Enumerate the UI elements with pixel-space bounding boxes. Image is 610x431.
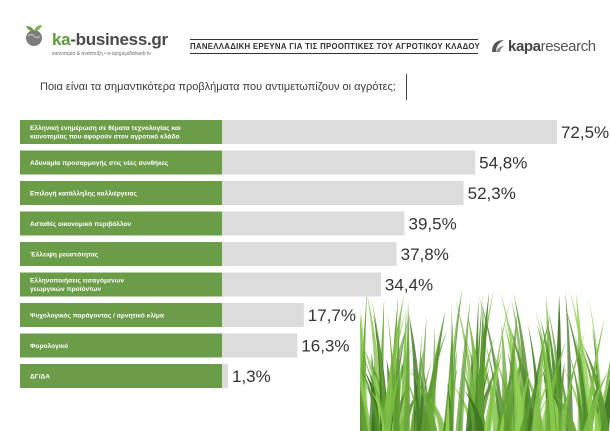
grass-blade (420, 388, 447, 431)
survey-title: ΠΑΝΕΛΛΑΔΙΚΗ ΕΡΕΥΝΑ ΓΙΑ ΤΙΣ ΠΡΟΟΠΤΙΚΕΣ ΤΟ… (190, 39, 480, 54)
logo-rest: -business.gr (70, 30, 168, 49)
grass-blade (383, 369, 401, 431)
grass-blade (412, 365, 421, 431)
category-label: Ασταθές οικονομικό περιβάλλον (30, 220, 132, 228)
grass-blade (449, 303, 454, 431)
grass-blade (569, 354, 585, 431)
grass-blade (360, 389, 368, 431)
grass-blade (486, 295, 512, 431)
value-label: 1,3% (232, 367, 271, 386)
logo-tagline: καινοτομία & ανάπτυξη • e-ορημερίδα/web … (52, 51, 151, 57)
grass-blade (360, 366, 370, 431)
grass-blade (512, 364, 518, 431)
category-label: Φορολογικό (30, 342, 68, 350)
bar-row: Αδυναμία προσαρμογής στις νέες συνθήκες 5… (20, 150, 527, 175)
bar-category-box (20, 181, 222, 205)
grass-blade (581, 342, 610, 431)
value-label: 39,5% (408, 215, 456, 234)
grass-blade (539, 339, 567, 431)
grass-blade (399, 307, 407, 431)
bar-category-box (20, 272, 222, 297)
value-label: 37,8% (401, 245, 449, 264)
question-text: Ποια είναι τα σημαντικότερα προβλήματα π… (40, 81, 396, 93)
grass-blade (363, 379, 381, 431)
logo-wordmark: ka-business.gr (52, 30, 168, 50)
category-label: Έλλειψη ρευστότητας (30, 250, 99, 258)
bar-row: Φορολογικό 16,3% (20, 333, 350, 358)
grass-blade (473, 293, 483, 431)
category-label: Ελληνική ενημέρωση σε θέματα τεχνολογίας… (30, 124, 181, 132)
value-label: 17,7% (308, 306, 356, 325)
category-label: Ελληνοποιήσεις εισαγόμενων (30, 277, 124, 285)
grass-blade (381, 294, 405, 431)
bar-row: ΔΓ/ΔΑ 1,3% (20, 364, 271, 388)
grass-blade (455, 300, 479, 431)
grass-decoration (360, 288, 610, 431)
grass-blade (560, 332, 586, 431)
grass-blade (409, 369, 438, 431)
category-label: Επιλογή κατάλληλης καλλιέργειας (30, 189, 137, 197)
globe-leaf-icon (26, 25, 42, 46)
grass-blade (583, 370, 609, 431)
grass-blade (463, 390, 485, 431)
value-label: 54,8% (479, 154, 527, 173)
grass-blade (569, 290, 594, 431)
grass-blade (564, 306, 590, 431)
grass-blade (367, 374, 390, 431)
bar-row: Ασταθές οικονομικό περιβάλλον 39,5% (20, 211, 457, 236)
category-label: Ψυχολογικός παράγοντας / αρνητικό κλίμα (30, 311, 164, 319)
bar-category-box (20, 242, 222, 266)
grass-blade (565, 290, 574, 431)
grass-blade (483, 339, 502, 431)
grass-blade (535, 309, 556, 431)
value-label: 16,3% (301, 337, 349, 356)
value-label: 52,3% (468, 184, 516, 203)
question-divider (406, 74, 407, 100)
bar-row: Ελληνική ενημέρωση σε θέματα τεχνολογίας… (20, 120, 609, 144)
category-label: καινοτομίας που αφορούν στον αγροτικό κλ… (30, 133, 180, 141)
header: ka-business.gr καινοτομία & ανάπτυξη • e… (0, 0, 610, 70)
category-label: ΔΓ/ΔΑ (30, 373, 50, 380)
value-label: 72,5% (561, 123, 609, 142)
bar-category-box (20, 211, 222, 236)
grass-blade (548, 387, 577, 431)
grass-blade (478, 295, 505, 431)
category-label: γεωργικών προϊόντων (30, 286, 101, 293)
grass-blade (457, 362, 465, 431)
grass-blade (513, 366, 532, 431)
grass-blade (500, 292, 525, 431)
grass-blade (513, 293, 533, 431)
bar-row: Έλλειψη ρευστότητας 37,8% (20, 242, 449, 266)
grass-blade (479, 356, 501, 431)
bar-row: Ψυχολογικός παράγοντας / αρνητικό κλίμα 1… (20, 303, 356, 327)
grass-blade (371, 299, 388, 431)
bar-category-box (20, 150, 222, 175)
grass-blade (519, 367, 547, 431)
kapa-bold: kapa (508, 38, 541, 55)
value-label: 34,4% (385, 276, 433, 295)
grass-blade (455, 299, 471, 431)
grass-blade (403, 301, 410, 431)
grass-blade (531, 332, 546, 431)
grass-blade (576, 336, 603, 431)
logo-ka: ka (52, 30, 71, 49)
bar-row: Επιλογή κατάλληλης καλλιέργειας 52,3% (20, 181, 516, 205)
kapa-research-wordmark: kaparesearch (508, 38, 596, 55)
kapa-research-logo-icon (492, 40, 504, 52)
grass-blade (503, 310, 518, 431)
bar-category-box (20, 303, 222, 327)
bar-category-box (20, 333, 222, 358)
kapa-rest: research (540, 38, 597, 55)
grass-blade (417, 315, 427, 431)
bar-category-box (20, 364, 222, 388)
category-label: Αδυναμία προσαρμογής στις νέες συνθήκες (30, 160, 169, 167)
bar-category-box (20, 120, 222, 144)
